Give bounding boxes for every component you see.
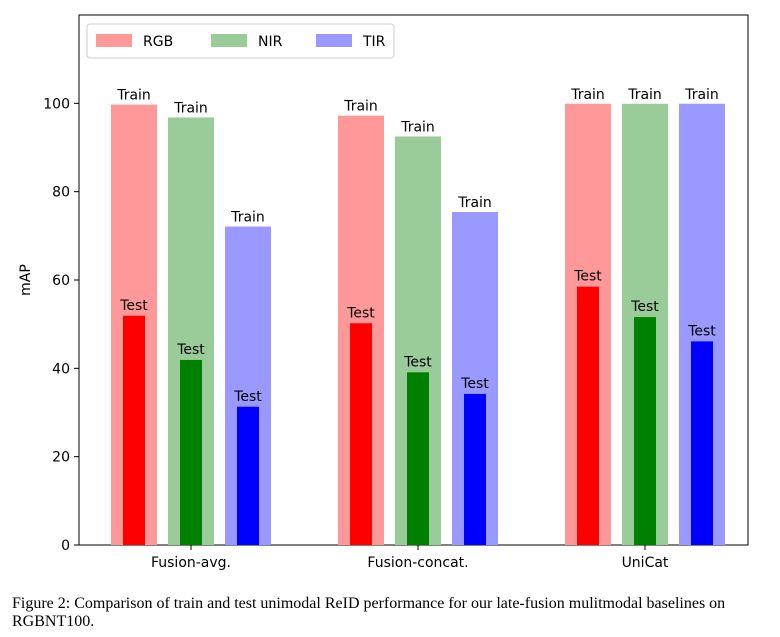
- x-tick-label: Fusion-concat.: [367, 555, 468, 571]
- test-bar-tir: [237, 406, 259, 545]
- train-data-label: Train: [116, 88, 151, 104]
- test-bar-rgb: [577, 286, 599, 545]
- test-bar-nir: [180, 359, 202, 545]
- y-tick-label: 0: [61, 538, 70, 554]
- legend-swatch-tir: [316, 34, 352, 47]
- train-data-label: Train: [570, 87, 605, 103]
- train-data-label: Train: [343, 99, 378, 115]
- test-data-label: Test: [687, 323, 716, 339]
- test-bar-tir: [464, 393, 486, 545]
- test-data-label: Test: [573, 269, 602, 285]
- test-data-label: Test: [233, 389, 262, 405]
- y-tick-label: 40: [52, 361, 70, 377]
- train-data-label: Train: [400, 119, 435, 135]
- x-tick-label: Fusion-avg.: [151, 555, 231, 571]
- y-tick-label: 100: [43, 96, 70, 112]
- legend-label-rgb: RGB: [143, 34, 173, 50]
- test-data-label: Test: [176, 342, 205, 358]
- test-data-label: Test: [403, 354, 432, 370]
- bar-chart: 0 20 40 60 80 100 mAP Fusion-avg. Fusion-concat.…: [18, 14, 749, 571]
- y-tick-label: 80: [52, 185, 70, 201]
- test-data-label: Test: [119, 298, 148, 314]
- train-data-label: Train: [684, 87, 719, 103]
- figure-caption: Figure 2: Comparison of train and test u…: [12, 595, 726, 630]
- legend-label-nir: NIR: [258, 34, 283, 50]
- x-tick-label: UniCat: [622, 555, 669, 571]
- legend-swatch-rgb: [96, 34, 132, 47]
- train-data-label: Train: [627, 87, 662, 103]
- test-bar-rgb: [350, 323, 372, 545]
- train-data-label: Train: [230, 210, 265, 226]
- legend-label-tir: TIR: [362, 34, 386, 50]
- train-data-label: Train: [173, 100, 208, 116]
- y-tick-label: 20: [52, 450, 70, 466]
- test-bar-nir: [634, 317, 656, 545]
- test-bar-nir: [407, 372, 429, 545]
- test-bar-rgb: [123, 315, 145, 545]
- test-data-label: Test: [460, 376, 489, 392]
- test-data-label: Test: [346, 305, 375, 321]
- y-axis-label: mAP: [18, 264, 34, 296]
- train-data-label: Train: [457, 195, 492, 211]
- y-tick-label: 60: [52, 273, 70, 289]
- test-data-label: Test: [630, 299, 659, 315]
- legend-swatch-nir: [211, 34, 247, 47]
- test-bar-tir: [691, 341, 713, 545]
